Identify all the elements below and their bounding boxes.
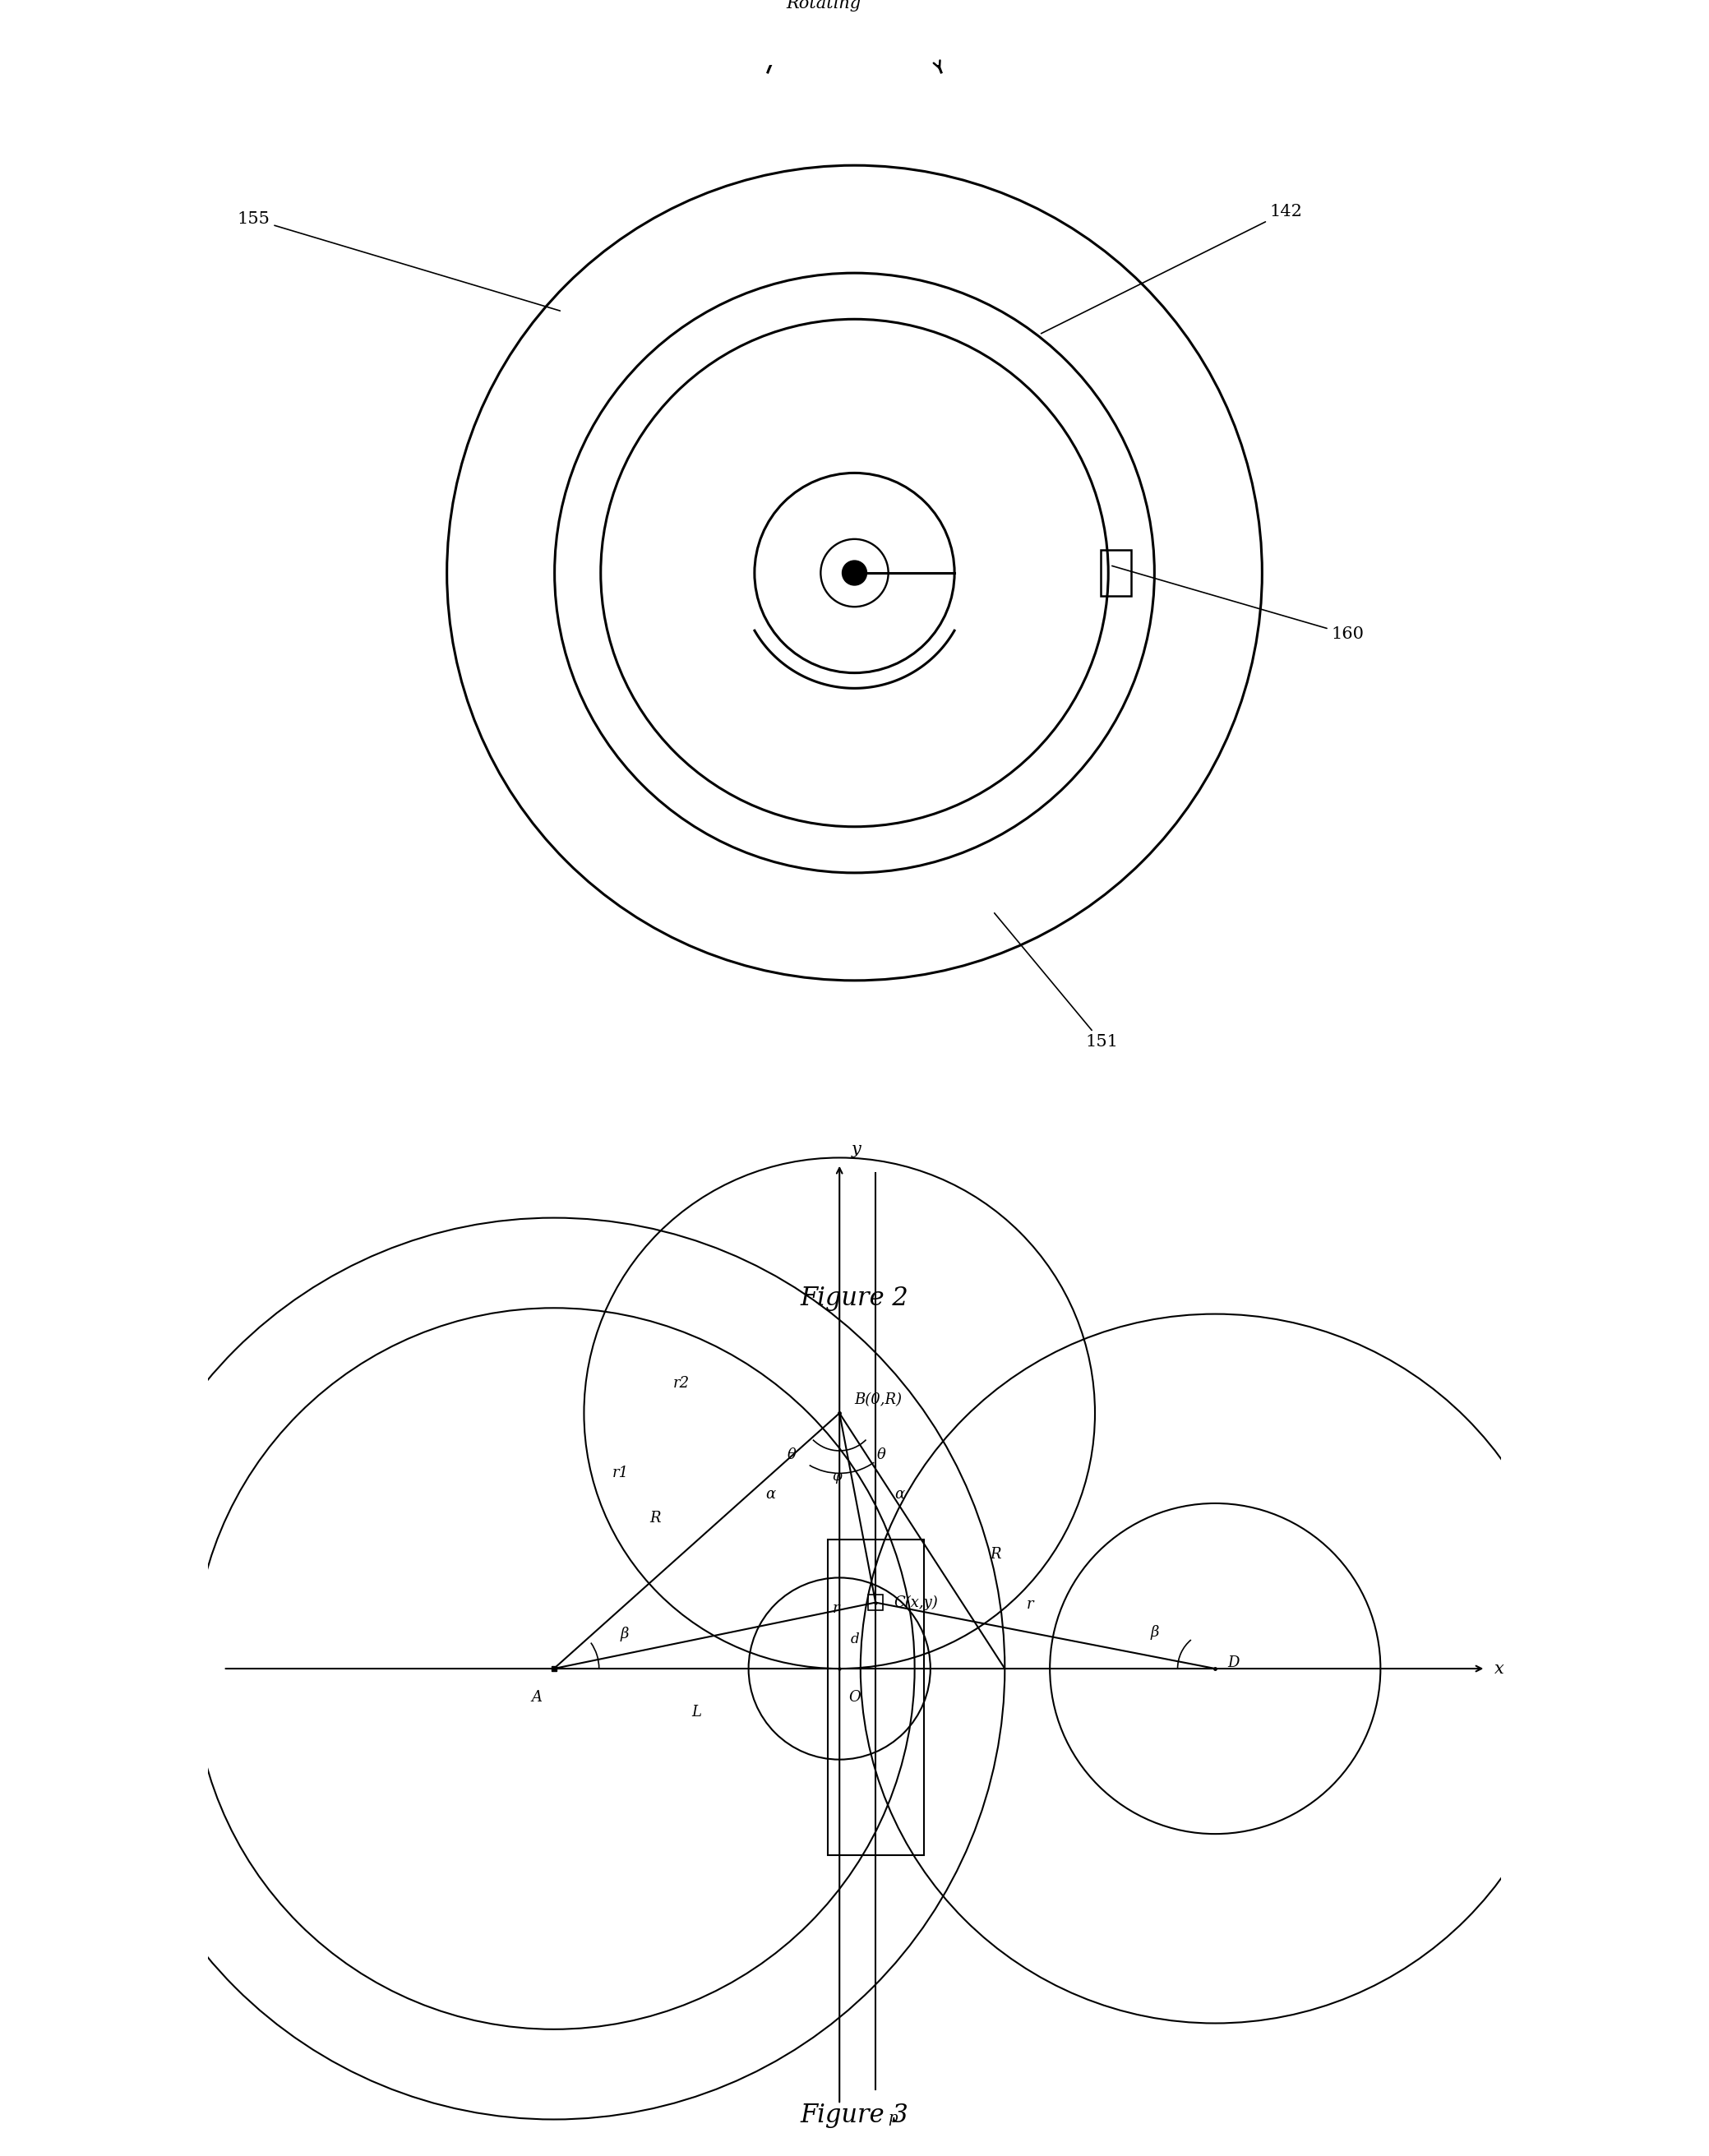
Text: p: p	[887, 2111, 897, 2126]
Text: O: O	[848, 1690, 861, 1705]
Text: β: β	[620, 1628, 629, 1641]
Text: Figure 3: Figure 3	[800, 2102, 909, 2128]
Text: D: D	[1227, 1656, 1239, 1671]
Text: A: A	[531, 1690, 542, 1705]
Text: r: r	[1027, 1598, 1034, 1611]
Text: r2: r2	[673, 1376, 689, 1391]
Bar	[868, 1595, 884, 1611]
Circle shape	[843, 561, 866, 584]
Text: Figure 2: Figure 2	[800, 1285, 909, 1311]
Text: d: d	[849, 1632, 860, 1647]
Text: 151: 151	[995, 912, 1118, 1050]
Text: α: α	[766, 1488, 776, 1503]
Text: θ: θ	[786, 1449, 796, 1462]
Text: L: L	[692, 1705, 702, 1720]
Text: φ: φ	[832, 1468, 841, 1483]
Bar	[1101, 550, 1131, 595]
Text: β: β	[1150, 1626, 1159, 1641]
Text: 142: 142	[1041, 203, 1302, 334]
Text: 155: 155	[238, 211, 561, 310]
Text: r1: r1	[612, 1466, 629, 1481]
Text: C(x,y): C(x,y)	[894, 1595, 938, 1611]
Text: x: x	[1495, 1660, 1504, 1677]
Text: Rotating: Rotating	[786, 0, 861, 11]
Text: θ: θ	[877, 1449, 885, 1462]
Text: R: R	[990, 1548, 1001, 1561]
Text: R: R	[649, 1511, 661, 1526]
Text: 160: 160	[1113, 565, 1364, 642]
Bar	[827, 1539, 923, 1854]
Text: B(0,R): B(0,R)	[854, 1393, 902, 1408]
Text: α: α	[894, 1488, 904, 1503]
Text: y: y	[851, 1143, 861, 1158]
Text: r: r	[832, 1602, 839, 1615]
